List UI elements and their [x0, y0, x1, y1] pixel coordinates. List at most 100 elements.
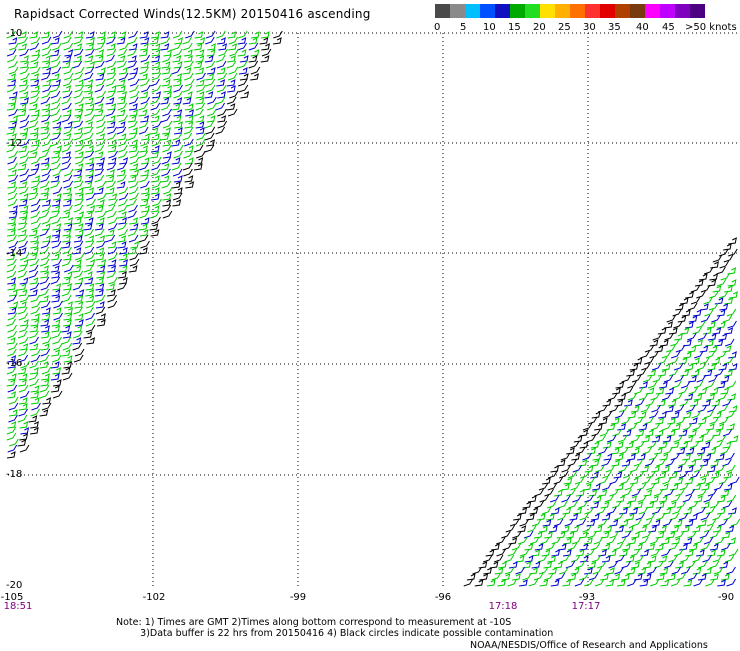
wind-barb — [560, 554, 570, 563]
wind-barb — [551, 549, 561, 557]
wind-barb — [85, 114, 95, 123]
pass-time-label: 18:51 — [3, 601, 33, 612]
wind-barb — [17, 283, 27, 291]
wind-barb — [8, 121, 17, 129]
wind-barb — [118, 277, 128, 285]
wind-barb — [64, 264, 74, 273]
wind-barb — [714, 339, 724, 347]
wind-barb — [74, 127, 83, 135]
lat-label: -18 — [6, 469, 23, 480]
wind-barb — [640, 549, 650, 557]
wind-barb — [31, 156, 41, 165]
wind-barb — [118, 228, 129, 237]
wind-barb — [553, 476, 564, 485]
wind-barb — [227, 85, 236, 93]
wind-barb — [669, 356, 679, 365]
wind-barb — [726, 578, 737, 587]
wind-barb — [73, 120, 84, 129]
wind-barb — [19, 211, 29, 219]
wind-barb — [548, 567, 558, 575]
wind-barb — [193, 163, 203, 171]
wind-barb — [692, 567, 702, 575]
wind-barb — [598, 476, 609, 485]
wind-barb — [555, 572, 566, 581]
wind-barb — [712, 285, 722, 293]
wind-barb — [20, 55, 29, 63]
wind-barb — [545, 542, 556, 551]
wind-barb — [51, 216, 62, 225]
wind-barb — [631, 531, 641, 539]
wind-barb — [216, 67, 226, 75]
wind-barb — [712, 525, 722, 533]
wind-barb — [566, 488, 576, 497]
wind-barb — [116, 109, 126, 117]
wind-barb — [171, 181, 181, 189]
wind-barb — [28, 253, 38, 261]
wind-barb — [150, 193, 160, 201]
wind-barb — [127, 60, 138, 69]
wind-barb — [594, 578, 605, 587]
wind-barb — [663, 374, 674, 383]
wind-barb — [248, 37, 258, 45]
wind-barb — [616, 495, 625, 503]
wind-barb — [561, 464, 572, 473]
wind-barb — [668, 327, 678, 335]
wind-barb — [650, 495, 659, 503]
wind-barb — [31, 49, 41, 57]
wind-barb — [150, 115, 160, 123]
wind-barb — [18, 234, 28, 243]
wind-barb — [95, 49, 105, 57]
wind-barb — [28, 372, 39, 381]
wind-barb — [62, 331, 72, 339]
wind-barb — [85, 163, 95, 171]
wind-barb — [620, 476, 631, 485]
wind-barb — [73, 235, 83, 243]
wind-barb — [693, 380, 704, 389]
wind-barb — [590, 459, 600, 467]
wind-barb — [162, 108, 172, 117]
wind-barb — [108, 222, 118, 231]
wind-barb — [172, 168, 183, 177]
wind-barb — [579, 555, 589, 563]
wind-barb — [691, 357, 700, 365]
wind-barb — [108, 198, 118, 207]
wind-barb — [562, 579, 572, 587]
wind-barb — [613, 542, 624, 551]
wind-barb — [707, 447, 717, 455]
wind-barb — [664, 488, 675, 497]
wind-barb — [217, 108, 227, 117]
wind-barb — [637, 494, 648, 503]
wind-barb — [50, 37, 60, 45]
wind-barb — [118, 150, 128, 159]
legend-label: 35 — [608, 22, 621, 33]
wind-barb — [139, 162, 149, 171]
wind-barb — [598, 446, 608, 455]
legend-swatch — [540, 4, 555, 18]
wind-barb — [7, 198, 18, 207]
wind-barb — [610, 417, 620, 425]
wind-barb — [95, 289, 104, 297]
wind-barb — [678, 512, 689, 521]
wind-barb — [84, 306, 94, 315]
wind-barb — [161, 204, 172, 213]
wind-barb — [694, 495, 703, 503]
wind-barb — [7, 355, 17, 363]
wind-barb — [74, 109, 84, 117]
wind-barb — [673, 392, 683, 401]
wind-barb — [184, 157, 194, 165]
wind-barb — [720, 387, 730, 395]
wind-barb — [227, 55, 236, 63]
wind-barb — [647, 555, 657, 563]
wind-barb — [139, 91, 149, 99]
wind-barb — [538, 482, 549, 491]
wind-barb — [150, 151, 159, 159]
wind-barb — [652, 332, 663, 341]
wind-barb — [679, 398, 690, 407]
wind-barb — [670, 525, 680, 533]
wind-barb — [240, 91, 250, 99]
wind-barb — [716, 495, 726, 503]
wind-barb — [682, 411, 692, 419]
wind-barb — [63, 193, 73, 201]
wind-barb — [83, 271, 93, 279]
wind-barb — [50, 265, 60, 273]
